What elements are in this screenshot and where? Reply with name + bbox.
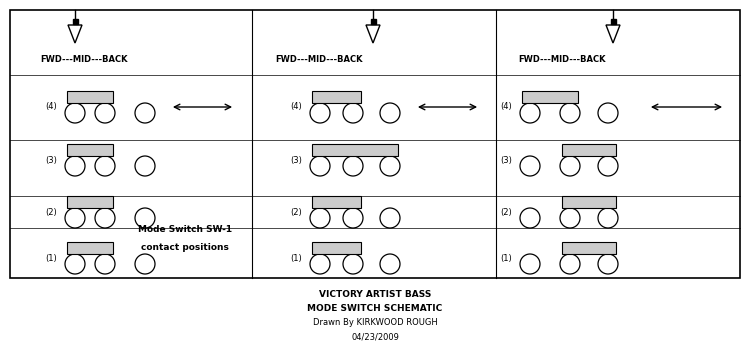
Bar: [67, 91, 113, 103]
Bar: [67, 196, 113, 208]
Bar: [67, 144, 113, 156]
Text: (4): (4): [500, 103, 512, 112]
Text: (3): (3): [45, 155, 57, 164]
Bar: [10, 10, 740, 278]
Text: VICTORY ARTIST BASS: VICTORY ARTIST BASS: [319, 290, 431, 299]
Text: MODE SWITCH SCHEMATIC: MODE SWITCH SCHEMATIC: [308, 304, 442, 313]
Text: (2): (2): [500, 208, 512, 217]
Bar: [562, 242, 616, 254]
Bar: [562, 144, 616, 156]
Bar: [371, 19, 376, 24]
Text: (1): (1): [500, 253, 512, 262]
Text: Drawn By KIRKWOOD ROUGH: Drawn By KIRKWOOD ROUGH: [313, 318, 437, 327]
Text: (4): (4): [290, 103, 302, 112]
Text: (2): (2): [45, 208, 57, 217]
Text: contact positions: contact positions: [141, 244, 229, 252]
Bar: [522, 91, 578, 103]
Bar: [73, 19, 78, 24]
Bar: [562, 196, 616, 208]
Text: (3): (3): [500, 155, 512, 164]
Bar: [312, 196, 361, 208]
Text: (4): (4): [45, 103, 57, 112]
Text: Mode Switch SW-1: Mode Switch SW-1: [138, 225, 232, 234]
Text: 04/23/2009: 04/23/2009: [351, 332, 399, 341]
Bar: [312, 91, 361, 103]
Text: (3): (3): [290, 155, 302, 164]
Bar: [611, 19, 616, 24]
Text: FWD---MID---BACK: FWD---MID---BACK: [518, 56, 605, 64]
Text: (2): (2): [290, 208, 302, 217]
Text: (1): (1): [45, 253, 57, 262]
Text: (1): (1): [290, 253, 302, 262]
Bar: [312, 242, 361, 254]
Text: FWD---MID---BACK: FWD---MID---BACK: [275, 56, 362, 64]
Bar: [67, 242, 113, 254]
Bar: [312, 144, 398, 156]
Text: FWD---MID---BACK: FWD---MID---BACK: [40, 56, 128, 64]
